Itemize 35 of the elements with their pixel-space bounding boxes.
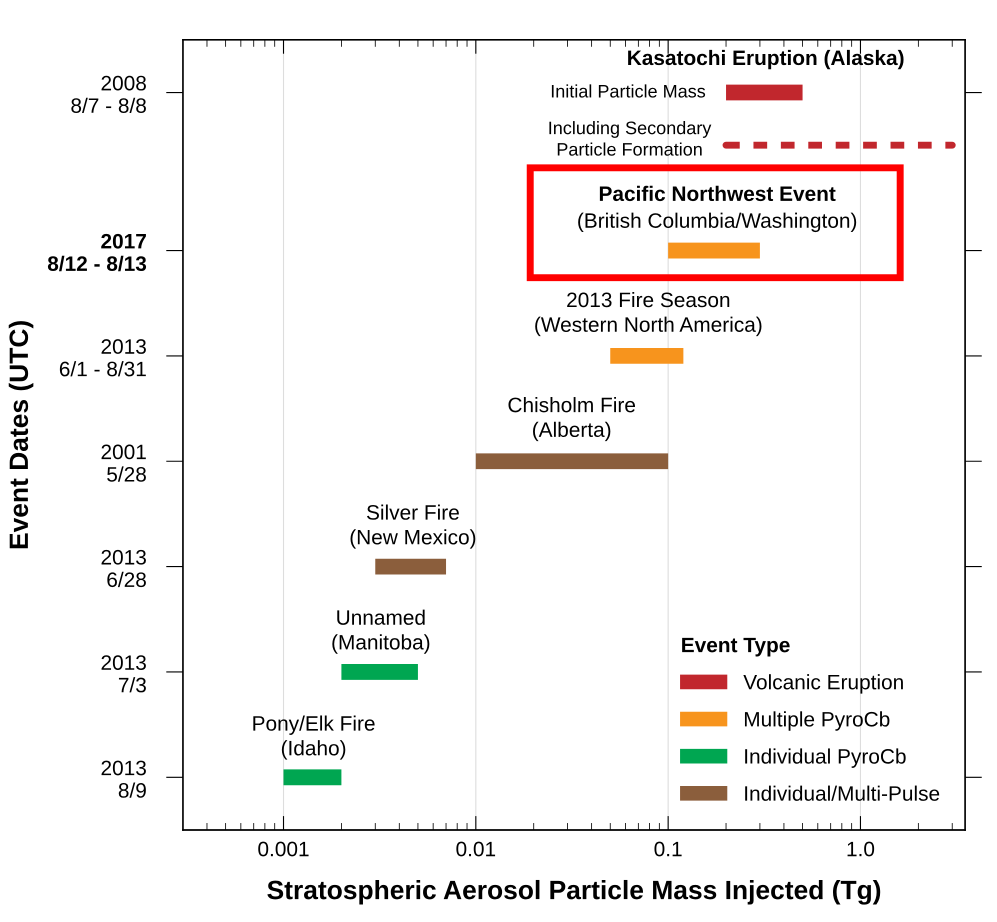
x-tick-label: 0.1 (654, 842, 682, 856)
annotation: Silver Fire (New Mexico) (350, 504, 476, 549)
annotation: Kasatochi Eruption (Alaska) (628, 50, 904, 70)
y-tick-label: 2013 7/3 (102, 655, 146, 692)
bar (726, 84, 803, 100)
bar (668, 242, 760, 258)
bar (341, 664, 418, 680)
y-axis-title: Event Dates (UTC) (8, 321, 34, 548)
annotation: Chisholm Fire (Alberta) (508, 397, 636, 442)
x-tick-label: 0.001 (258, 842, 309, 856)
legend-label: Individual PyroCb (745, 748, 906, 768)
annotation: Unnamed (Manitoba) (332, 610, 430, 654)
annotation: (British Columbia/Washington) (578, 212, 856, 232)
legend-label: Individual/Multi-Pulse (745, 786, 940, 801)
bar (284, 769, 342, 786)
y-tick-label: 2013 8/9 (102, 760, 146, 798)
annotation: 2013 Fire Season (Western North America) (535, 292, 762, 336)
y-tick-label: 2013 6/28 (102, 550, 146, 588)
annotation: Initial Particle Mass (552, 84, 706, 98)
bar (375, 558, 446, 574)
y-tick-label: 2008 8/7 - 8/8 (71, 76, 146, 113)
x-tick-label: 1.0 (848, 842, 874, 856)
annotation: Pacific Northwest Event (600, 186, 836, 202)
y-tick-label: 2017 8/12 - 8/13 (48, 234, 146, 272)
annotation: Including Secondary Particle Formation (549, 121, 712, 156)
y-tick-label: 2001 5/28 (102, 444, 146, 482)
bar (610, 348, 684, 364)
legend-title: Event Type (682, 638, 790, 656)
legend-label: Multiple PyroCb (744, 711, 890, 731)
annotation: Pony/Elk Fire (Idaho) (253, 715, 375, 760)
x-axis-title: Stratospheric Aerosol Particle Mass Injected (Tg) (267, 880, 880, 905)
bar (476, 453, 668, 470)
x-tick-label: 0.01 (456, 842, 496, 856)
legend-label: Volcanic Eruption (743, 674, 903, 694)
y-tick-label: 2013 6/1 - 8/31 (60, 339, 146, 376)
